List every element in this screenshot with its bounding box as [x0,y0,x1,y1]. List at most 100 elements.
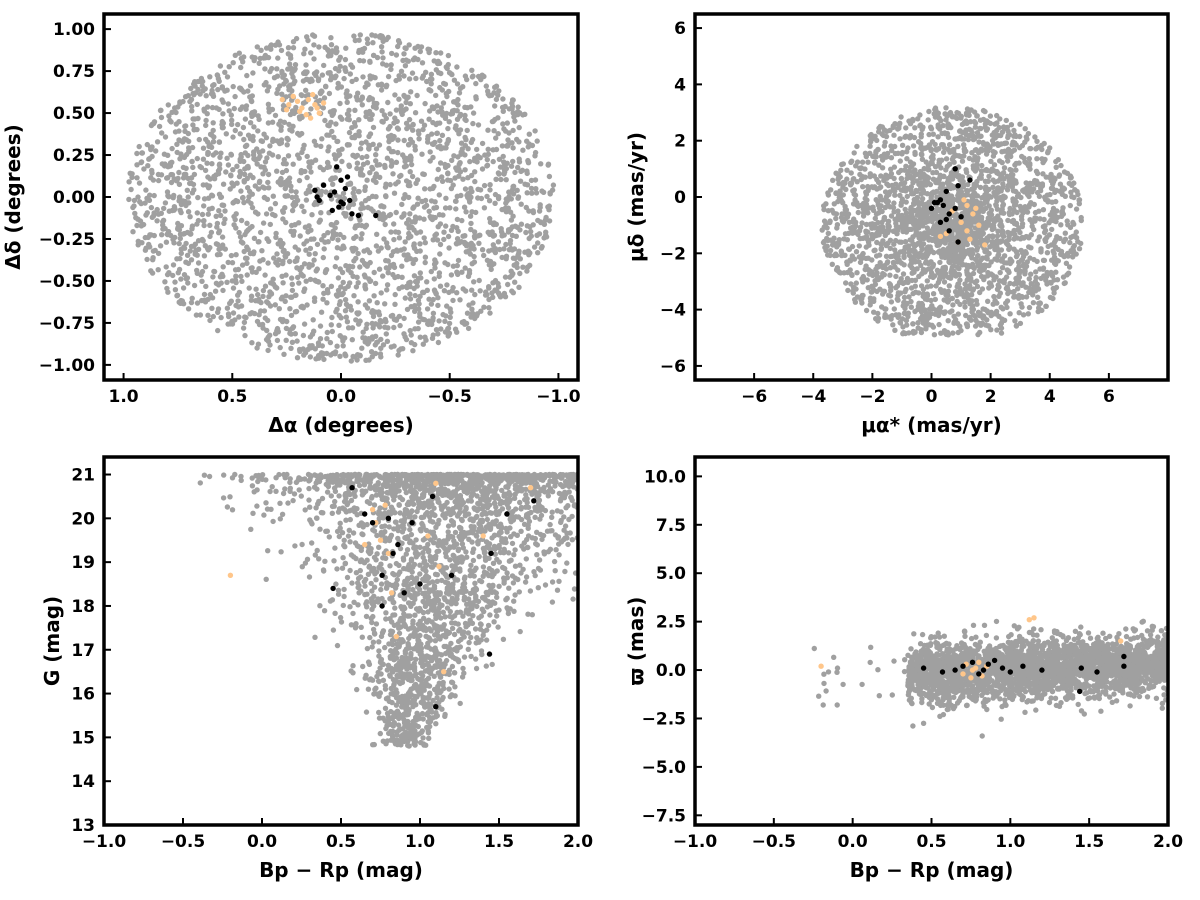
background-point [207,142,213,148]
background-point [311,201,317,208]
background-point [524,268,530,274]
background-point [847,258,854,264]
background-point [384,287,390,293]
background-point [428,71,435,78]
background-point [1013,180,1019,186]
background-point [223,169,229,175]
background-point [983,247,990,254]
background-point [1026,285,1033,291]
background-point [289,281,295,287]
background-point [974,278,980,284]
background-point [166,113,172,119]
background-point [997,222,1003,228]
background-point [343,263,349,269]
background-point [359,345,365,351]
background-point [140,221,147,228]
background-point [300,332,307,339]
background-point [249,340,255,346]
background-point [448,272,455,278]
background-point [183,165,189,171]
background-point [311,298,318,304]
background-point [403,99,409,106]
background-point [936,162,942,168]
background-point [892,188,898,194]
background-point [970,133,976,139]
background-point [364,36,370,42]
background-point [310,317,316,323]
background-point [384,338,391,344]
background-point [918,219,924,226]
background-point [367,278,374,284]
background-point [901,294,908,301]
background-point [964,269,970,276]
background-point [1011,288,1017,295]
background-point [356,133,362,139]
background-point [378,245,384,251]
background-point [307,334,314,340]
background-point [918,283,925,289]
background-point [435,331,441,337]
background-point [185,130,191,137]
background-point [264,196,271,202]
background-point [176,128,182,134]
background-point [955,174,961,180]
background-point [985,178,991,184]
background-point [446,320,453,327]
background-point [194,300,201,306]
background-point [1005,183,1011,189]
background-point [857,171,863,178]
background-point [185,209,192,215]
background-point [503,177,509,183]
background-point [407,169,413,175]
background-point [169,145,175,152]
background-point [265,179,271,186]
background-point [860,213,867,219]
background-point [265,171,272,178]
background-point [167,117,173,124]
background-point [901,262,907,268]
background-point [412,326,418,332]
background-point [232,267,239,273]
background-point [201,253,208,259]
background-point [395,43,401,50]
background-point [1028,271,1034,277]
background-point [931,223,938,229]
background-point [941,279,948,285]
background-point [286,121,292,128]
background-point [996,124,1002,131]
background-point [246,188,253,195]
background-point [450,297,456,304]
background-point [427,149,433,155]
background-point [862,266,868,273]
background-point [977,117,984,123]
background-point [422,254,429,260]
background-point [259,138,266,145]
background-point [214,220,221,227]
background-point [912,308,918,315]
background-point [274,138,280,144]
background-point [189,158,195,165]
background-point [180,98,186,105]
background-point [276,306,282,312]
background-point [384,82,390,89]
background-point [335,237,341,243]
background-point [486,93,493,99]
background-point [1051,250,1057,257]
background-point [1003,274,1010,280]
background-point [486,305,492,311]
background-point [467,199,473,205]
background-point [228,173,234,179]
background-point [1011,127,1017,134]
background-point [344,142,351,148]
background-point [420,126,426,133]
background-point [224,305,231,311]
background-point [281,81,287,87]
background-point [329,222,336,228]
background-point [1022,268,1028,274]
background-point [239,278,245,284]
background-point [213,241,220,247]
background-point [343,211,349,217]
background-point [210,120,216,126]
background-point [872,215,878,222]
background-point [454,81,461,87]
